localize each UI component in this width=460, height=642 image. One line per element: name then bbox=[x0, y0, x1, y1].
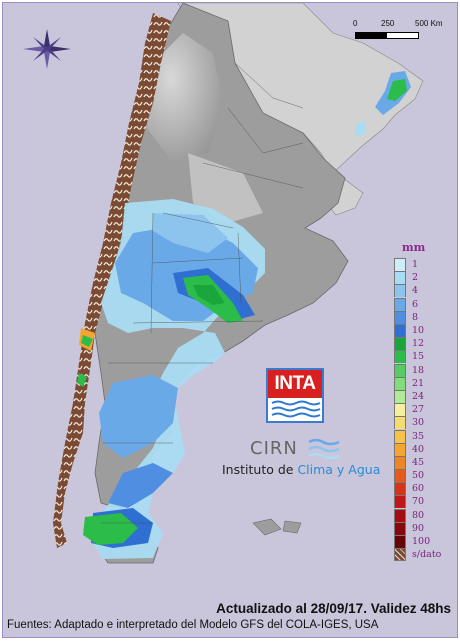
legend-label: s/dato bbox=[412, 549, 442, 561]
precip-max-south bbox=[83, 513, 138, 545]
legend-swatch bbox=[394, 508, 406, 522]
legend-swatch bbox=[394, 429, 406, 443]
compass-rose-icon bbox=[23, 29, 71, 69]
scale-bar: 0 250 500 Km bbox=[353, 19, 455, 39]
legend-item: 50 bbox=[394, 469, 454, 483]
legend-swatch bbox=[394, 389, 406, 403]
cirn-waves-icon bbox=[308, 438, 340, 460]
legend-item: 1 bbox=[394, 258, 454, 272]
legend-swatch bbox=[394, 455, 406, 469]
legend-label: 4 bbox=[412, 285, 419, 297]
legend-label: 8 bbox=[412, 311, 419, 323]
legend-swatch bbox=[394, 376, 406, 390]
legend-label: 70 bbox=[412, 496, 425, 508]
legend-item: 8 bbox=[394, 310, 454, 324]
legend-label: 40 bbox=[412, 443, 425, 455]
legend-rows: 1 2 4 6 8 10 12 15 18 21 24 27 30 35 40 45 50 60 70 80 90 100… bbox=[394, 258, 454, 562]
legend-swatch bbox=[394, 363, 406, 377]
legend-label: 10 bbox=[412, 325, 425, 337]
scale-label-500: 500 Km bbox=[415, 19, 443, 28]
inta-logo: INTA bbox=[266, 368, 324, 423]
legend-swatch bbox=[394, 324, 406, 338]
institute-highlight: Clima y Agua bbox=[297, 462, 381, 477]
institute-name: Instituto de Clima y Agua bbox=[222, 462, 380, 477]
legend-swatch bbox=[394, 350, 406, 364]
precipitation-map bbox=[53, 3, 424, 564]
legend: mm 1 2 4 6 8 10 12 15 18 21 24 27 30 35 40 45 50 60 70 80 90… bbox=[394, 241, 454, 562]
legend-item: 40 bbox=[394, 442, 454, 456]
legend-label: 60 bbox=[412, 483, 425, 495]
legend-item: 10 bbox=[394, 324, 454, 338]
institute-prefix: Instituto de bbox=[222, 462, 298, 477]
inta-logo-text: INTA bbox=[268, 370, 322, 398]
legend-swatch bbox=[394, 297, 406, 311]
scale-label-250: 250 bbox=[381, 19, 395, 28]
legend-swatch bbox=[394, 548, 406, 562]
legend-label: 24 bbox=[412, 390, 425, 402]
legend-swatch bbox=[394, 271, 406, 285]
legend-swatch bbox=[394, 469, 406, 483]
legend-item: 2 bbox=[394, 271, 454, 285]
legend-item: 15 bbox=[394, 350, 454, 364]
legend-swatch bbox=[394, 521, 406, 535]
legend-label: 15 bbox=[412, 351, 425, 363]
legend-item: 100 bbox=[394, 535, 454, 549]
legend-swatch bbox=[394, 535, 406, 549]
legend-swatch bbox=[394, 310, 406, 324]
legend-swatch bbox=[394, 495, 406, 509]
sources-note: Fuentes: Adaptado e interpretado del Mod… bbox=[7, 619, 379, 631]
legend-label: 45 bbox=[412, 456, 425, 468]
legend-item: 18 bbox=[394, 363, 454, 377]
legend-swatch bbox=[394, 482, 406, 496]
legend-label: 50 bbox=[412, 470, 425, 482]
legend-swatch bbox=[394, 403, 406, 417]
legend-label: 2 bbox=[412, 272, 419, 284]
legend-item: 60 bbox=[394, 482, 454, 496]
legend-swatch bbox=[394, 442, 406, 456]
legend-item: 24 bbox=[394, 389, 454, 403]
legend-item: 35 bbox=[394, 429, 454, 443]
no-data-andes bbox=[53, 13, 171, 548]
inta-waves-icon bbox=[271, 400, 321, 418]
update-note: Actualizado al 28/09/17. Validez 48hs bbox=[216, 601, 451, 616]
legend-item: 4 bbox=[394, 284, 454, 298]
legend-item: 30 bbox=[394, 416, 454, 430]
legend-swatch bbox=[394, 337, 406, 351]
scale-track bbox=[355, 32, 419, 39]
legend-item: 12 bbox=[394, 337, 454, 351]
scale-label-0: 0 bbox=[353, 19, 358, 28]
legend-item: 21 bbox=[394, 376, 454, 390]
cirn-logo-text: CIRN bbox=[250, 438, 298, 459]
legend-title: mm bbox=[402, 241, 426, 254]
legend-item: 6 bbox=[394, 297, 454, 311]
legend-label: 12 bbox=[412, 338, 425, 350]
legend-label: 27 bbox=[412, 404, 425, 416]
legend-label: 6 bbox=[412, 298, 419, 310]
legend-item: 90 bbox=[394, 521, 454, 535]
islands bbox=[252, 518, 302, 536]
legend-label: 35 bbox=[412, 430, 425, 442]
legend-label: 1 bbox=[412, 259, 419, 271]
legend-label: 21 bbox=[412, 377, 425, 389]
legend-label: 80 bbox=[412, 509, 425, 521]
legend-item: 80 bbox=[394, 508, 454, 522]
legend-item: 45 bbox=[394, 455, 454, 469]
legend-swatch bbox=[394, 284, 406, 298]
legend-item: 70 bbox=[394, 495, 454, 509]
legend-swatch bbox=[394, 416, 406, 430]
legend-label: 18 bbox=[412, 364, 425, 376]
legend-label: 100 bbox=[412, 536, 431, 548]
legend-item: s/dato bbox=[394, 548, 454, 562]
legend-swatch bbox=[394, 258, 406, 272]
legend-label: 90 bbox=[412, 522, 425, 534]
legend-label: 30 bbox=[412, 417, 425, 429]
legend-item: 27 bbox=[394, 403, 454, 417]
